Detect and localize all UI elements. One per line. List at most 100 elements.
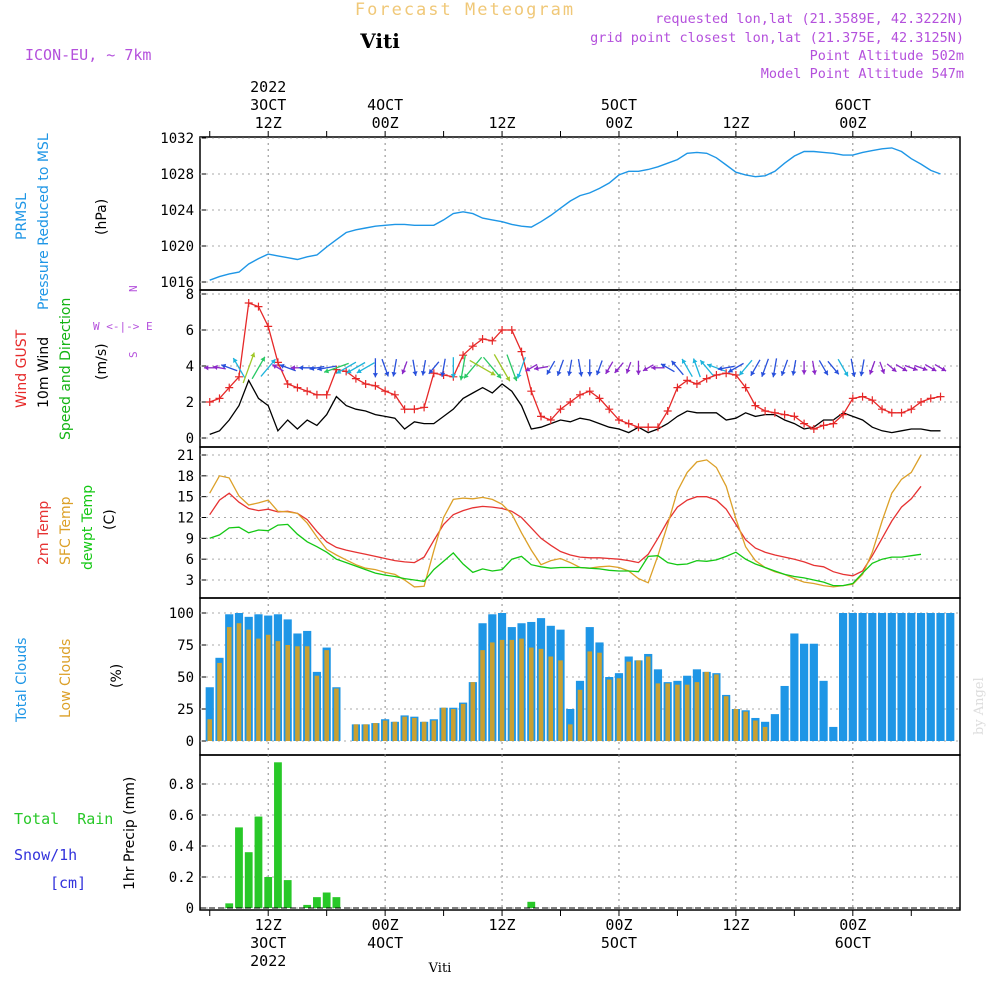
low-cloud-bar <box>431 720 437 741</box>
ytick-label-clouds: 75 <box>177 638 194 654</box>
wind-dir-arrowhead <box>931 366 937 372</box>
rain-bar <box>322 892 331 908</box>
total-cloud-bar <box>800 643 809 741</box>
wind-dir-arrowhead <box>272 364 278 369</box>
rain-bar <box>264 877 273 908</box>
gust-marker <box>839 410 848 419</box>
low-cloud-bar <box>597 652 602 741</box>
gust-marker <box>205 398 214 406</box>
gust-marker <box>585 387 594 396</box>
gust-marker <box>527 387 536 396</box>
gust-marker <box>663 407 672 415</box>
wind-dir-arrowhead <box>834 369 839 375</box>
pressure-unit: (hPa) <box>94 199 110 235</box>
total-cloud-bar <box>877 613 887 741</box>
gust-marker <box>420 403 429 412</box>
bottom-time-label: 12Z <box>489 916 516 934</box>
rain-bar <box>244 852 253 908</box>
gust-marker <box>790 412 799 421</box>
wind-dir-arrowhead <box>651 365 656 371</box>
top-time-label: 00Z <box>372 114 399 132</box>
gust-marker <box>809 425 818 433</box>
wind-dir-arrowhead <box>459 375 465 381</box>
low-cloud-bar <box>733 709 739 741</box>
low-cloud-bar <box>275 641 281 741</box>
low-cloud-bar <box>265 634 271 741</box>
low-cloud-bar <box>392 721 398 741</box>
wind-dir-arrowhead <box>791 370 797 376</box>
ytick-label-clouds: 0 <box>186 734 194 750</box>
ytick-label-wind: 0 <box>186 431 194 447</box>
wind-dir-arrowhead <box>843 371 849 377</box>
wind-dir-arrowhead <box>780 370 786 376</box>
gust-marker <box>907 405 916 414</box>
low-cloud-bar <box>217 662 222 741</box>
model-label: ICON-EU, ~ 7km <box>25 46 151 64</box>
ytick-label-pressure: 1016 <box>160 275 194 291</box>
ytick-label-pressure: 1024 <box>160 203 194 219</box>
wind-dir-arrowhead <box>279 363 285 369</box>
wind-dir-arrowhead <box>440 372 446 377</box>
wind-dir-arrowhead <box>614 368 620 373</box>
wind-dir-arrowhead <box>760 371 766 377</box>
wind-dir-arrowhead <box>298 365 303 371</box>
gust-marker <box>800 419 809 428</box>
rain-bar <box>225 903 234 908</box>
totalcloud-label: Total Clouds <box>14 638 30 723</box>
gust-marker <box>673 383 682 392</box>
low-cloud-bar <box>626 661 632 741</box>
wind-unit: (m/s) <box>94 343 110 380</box>
low-cloud-bar <box>519 638 524 741</box>
total-cloud-bar <box>780 685 789 741</box>
low-cloud-bar <box>402 716 407 741</box>
gust-marker <box>459 351 468 360</box>
wind-dir-arrowhead <box>587 372 593 377</box>
low-cloud-bar <box>528 647 534 741</box>
gust-marker <box>312 390 321 399</box>
pressure-line <box>209 147 941 281</box>
ytick-label-clouds: 100 <box>169 606 194 622</box>
bottom-time-label: 4OCT <box>367 934 403 952</box>
low-cloud-bar <box>451 709 456 741</box>
watermark: by Angel <box>972 677 987 735</box>
wind-dir-arrowhead <box>525 366 531 372</box>
rain-bar <box>332 897 341 908</box>
wind-dir-arrowhead <box>681 358 687 364</box>
sfc-label: SFC Temp <box>58 496 74 565</box>
wind-gust-line <box>209 302 941 430</box>
top-time-label: 3OCT <box>250 96 286 114</box>
low-cloud-bar <box>723 696 729 741</box>
compass-n: N <box>127 285 140 292</box>
total-cloud-bar <box>790 633 799 741</box>
total-cloud-bar <box>926 613 935 741</box>
rain-bar <box>274 762 282 908</box>
lowcloud-label: Low Clouds <box>58 639 74 718</box>
cloud-unit: (%) <box>109 664 125 688</box>
low-cloud-bar <box>499 639 505 741</box>
ytick-label-clouds: 25 <box>177 702 194 718</box>
low-cloud-bar <box>753 720 758 741</box>
low-cloud-bar <box>655 683 661 741</box>
gust-marker <box>566 398 575 406</box>
wind-dir-arrowhead <box>428 368 434 374</box>
low-cloud-bar <box>587 651 593 741</box>
gust-marker <box>926 394 935 403</box>
gust-marker <box>634 423 643 432</box>
gust-marker <box>712 371 721 379</box>
wind-dir-arrowhead <box>317 366 322 372</box>
ytick-label-precip: 0.6 <box>169 808 194 824</box>
wind-dir-arrow <box>469 359 496 376</box>
ytick-label-temp: 3 <box>186 573 194 589</box>
wind-dir-arrowhead <box>496 373 502 379</box>
ytick-label-wind: 8 <box>186 287 194 303</box>
top-time-label: 2022 <box>250 78 286 96</box>
gust-marker <box>653 423 662 432</box>
bottom-time-label: 5OCT <box>601 934 637 952</box>
low-cloud-bar <box>304 646 310 741</box>
wind-dir-arrowhead <box>880 368 886 374</box>
ytick-label-temp: 9 <box>186 531 194 547</box>
low-cloud-bar <box>509 639 515 741</box>
gust-marker <box>595 394 604 403</box>
total-cloud-bar <box>868 613 877 741</box>
wind-dir-arrowhead <box>660 363 666 369</box>
